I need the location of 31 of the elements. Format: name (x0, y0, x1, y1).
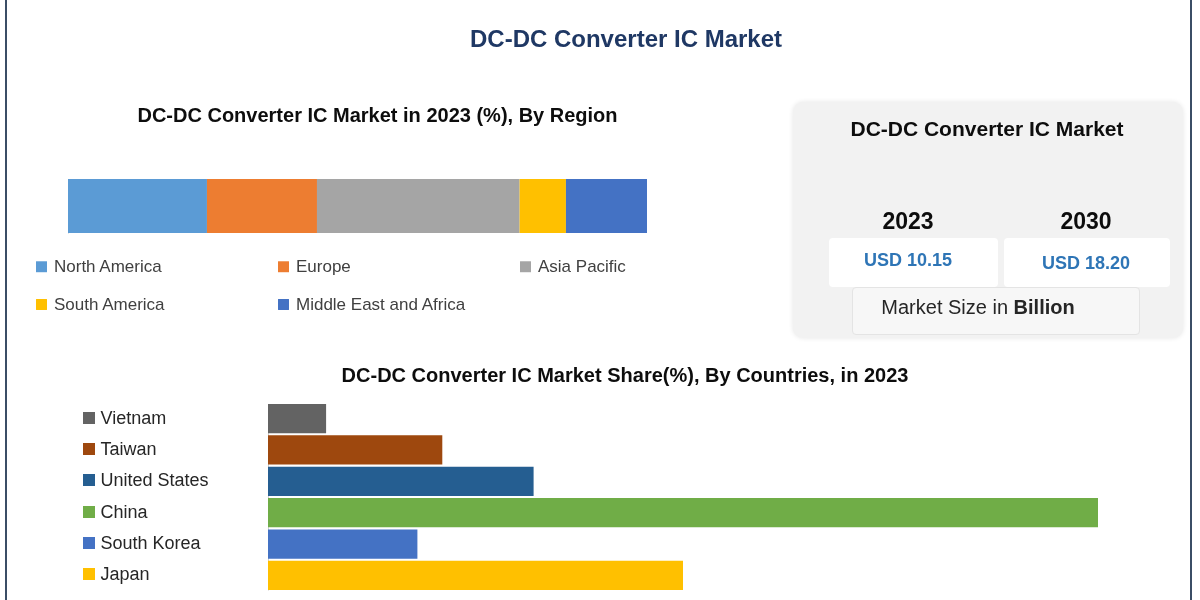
chart-title: DC-DC Converter IC Market Share(%), By Countries, in 2023 (341, 364, 909, 386)
text: 2023 (882, 208, 934, 235)
text: DC-DC Converter IC Market (469, 25, 783, 53)
bar (268, 404, 327, 434)
chart-title: DC-DC Converter IC Market in 2023 (%), By Region (137, 104, 618, 126)
bar (68, 179, 207, 233)
legend-label: Asia Pacific (538, 256, 627, 276)
text: DC-DC Converter IC Market (850, 117, 1124, 142)
y-tick-label: South Korea (100, 533, 202, 554)
bar (268, 466, 534, 496)
legend-label: Europe (296, 256, 351, 276)
bar (565, 179, 647, 233)
legend-label: North America (54, 256, 163, 276)
y-tick-label: United States (100, 470, 209, 491)
bar (519, 179, 566, 233)
text: USD 10.15 (863, 250, 953, 271)
legend-label: South America (54, 294, 166, 314)
legend-label: Middle East and Africa (296, 294, 466, 314)
bar (268, 560, 683, 590)
y-tick-label: Vietnam (100, 407, 167, 428)
bar (268, 529, 418, 559)
bar (316, 179, 520, 233)
text: Market Size in Billion (881, 296, 1075, 318)
bar (268, 498, 1098, 528)
y-tick-label: China (100, 501, 149, 522)
text: 2030 (1060, 208, 1112, 235)
bar (206, 179, 317, 233)
bar (268, 435, 443, 465)
text: USD 18.20 (1041, 253, 1131, 274)
y-tick-label: Taiwan (100, 438, 157, 459)
y-tick-label: Japan (100, 564, 150, 585)
